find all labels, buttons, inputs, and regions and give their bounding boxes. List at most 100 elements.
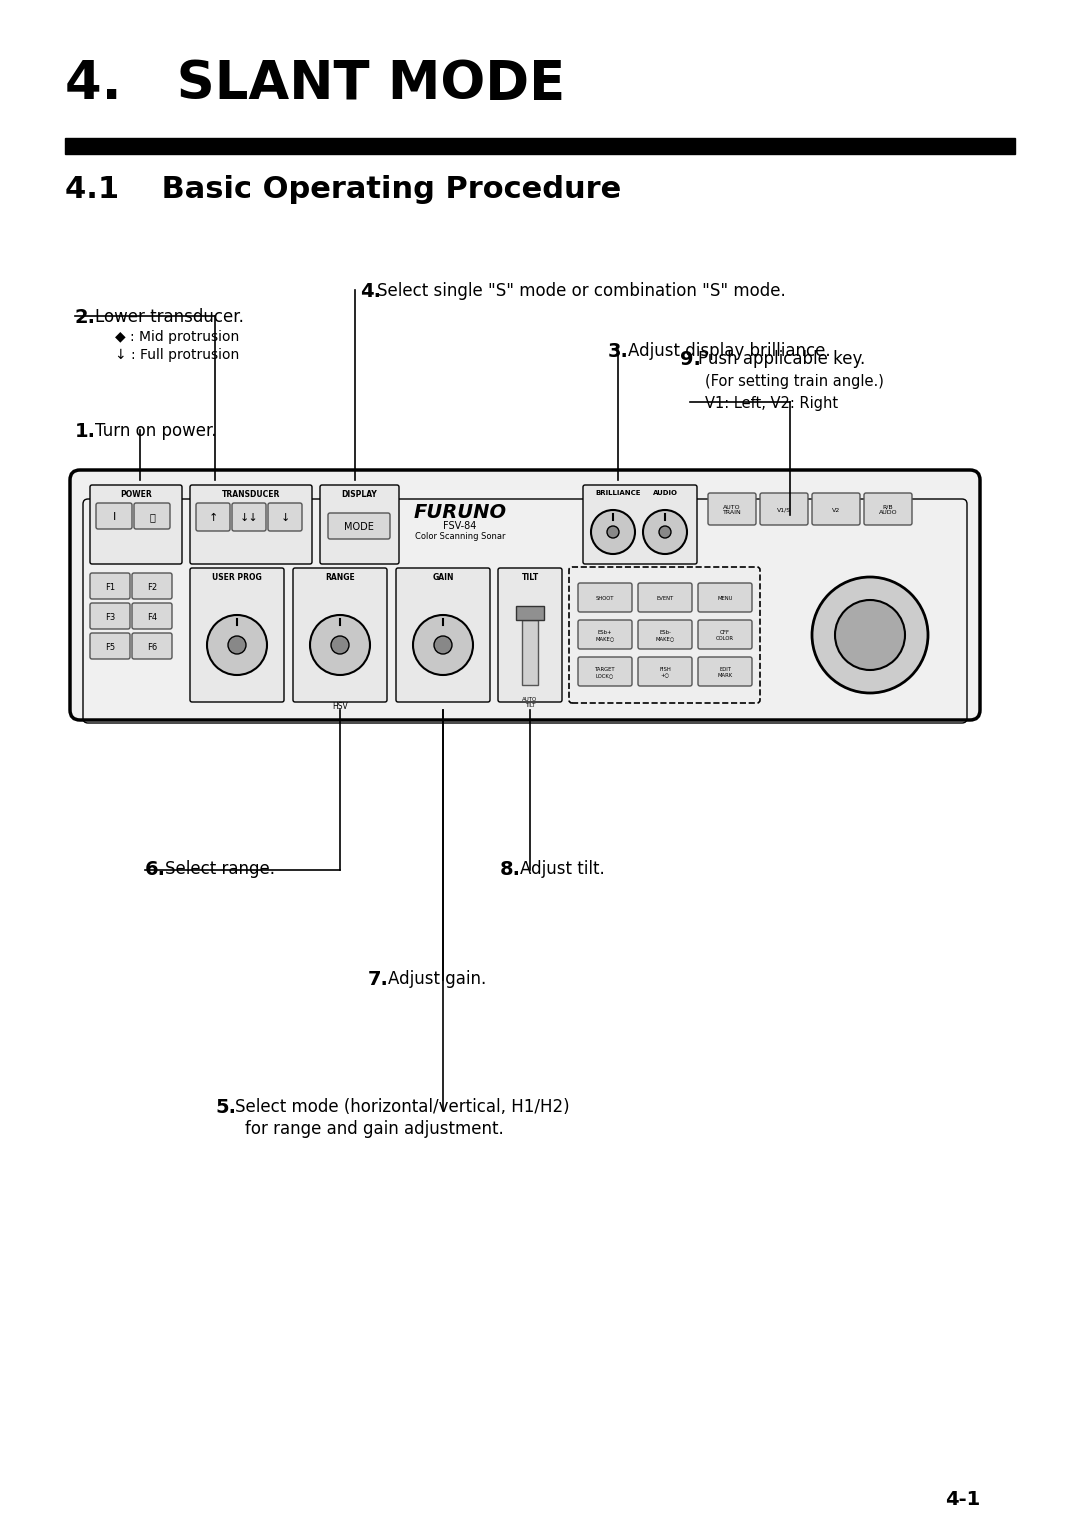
Text: ESb-
MAKE○: ESb- MAKE○ — [656, 631, 675, 641]
Text: DISPLAY: DISPLAY — [341, 490, 377, 499]
Circle shape — [310, 615, 370, 675]
FancyBboxPatch shape — [812, 493, 860, 525]
Text: GAIN: GAIN — [432, 573, 454, 582]
Text: 2.: 2. — [75, 308, 96, 327]
FancyBboxPatch shape — [698, 620, 752, 649]
FancyBboxPatch shape — [328, 513, 390, 539]
Text: (For setting train angle.): (For setting train angle.) — [705, 374, 883, 389]
Text: ⏻: ⏻ — [149, 512, 154, 522]
Text: MODE: MODE — [345, 522, 374, 531]
Circle shape — [330, 637, 349, 654]
Bar — [65, 137, 1015, 154]
Text: V1: Left, V2: Right: V1: Left, V2: Right — [705, 395, 838, 411]
Text: FURUNO: FURUNO — [414, 502, 507, 522]
Circle shape — [835, 600, 905, 670]
FancyBboxPatch shape — [396, 568, 490, 702]
Text: TARGET
LOCK○: TARGET LOCK○ — [595, 667, 616, 678]
FancyBboxPatch shape — [132, 573, 172, 599]
Text: F6: F6 — [147, 643, 157, 652]
FancyBboxPatch shape — [864, 493, 912, 525]
Text: 3.: 3. — [608, 342, 629, 360]
FancyBboxPatch shape — [698, 657, 752, 686]
Text: 5.: 5. — [215, 1098, 237, 1116]
Bar — [516, 606, 544, 620]
FancyBboxPatch shape — [760, 493, 808, 525]
Text: 8.: 8. — [500, 860, 521, 880]
Text: Adjust gain.: Adjust gain. — [388, 970, 486, 988]
Text: 9.: 9. — [680, 350, 701, 370]
Text: TRANSDUCER: TRANSDUCER — [221, 490, 280, 499]
Circle shape — [659, 525, 671, 538]
FancyBboxPatch shape — [583, 486, 697, 563]
Circle shape — [812, 577, 928, 693]
Text: Adjust tilt.: Adjust tilt. — [519, 860, 605, 878]
Text: 7.: 7. — [368, 970, 389, 989]
Text: BRILLIANCE: BRILLIANCE — [595, 490, 640, 496]
Text: EDIT
MARK: EDIT MARK — [717, 667, 732, 678]
Text: ↓ : Full protrusion: ↓ : Full protrusion — [114, 348, 240, 362]
FancyBboxPatch shape — [698, 583, 752, 612]
FancyBboxPatch shape — [498, 568, 562, 702]
FancyBboxPatch shape — [268, 502, 302, 531]
Text: Select single "S" mode or combination "S" mode.: Select single "S" mode or combination "S… — [377, 282, 786, 299]
Text: Select range.: Select range. — [165, 860, 275, 878]
FancyBboxPatch shape — [638, 657, 692, 686]
Text: HSV: HSV — [333, 702, 348, 712]
Text: Color Scanning Sonar: Color Scanning Sonar — [415, 531, 505, 541]
Circle shape — [228, 637, 246, 654]
FancyBboxPatch shape — [132, 603, 172, 629]
Text: 4.: 4. — [360, 282, 381, 301]
Text: MENU: MENU — [717, 596, 732, 602]
Text: 1.: 1. — [75, 421, 96, 441]
Text: ◆ : Mid protrusion: ◆ : Mid protrusion — [114, 330, 240, 344]
Text: ESb+
MAKE○: ESb+ MAKE○ — [595, 631, 615, 641]
Circle shape — [643, 510, 687, 554]
Text: 4.   SLANT MODE: 4. SLANT MODE — [65, 58, 565, 110]
Text: SHOOT: SHOOT — [596, 596, 615, 602]
Text: F4: F4 — [147, 612, 157, 621]
FancyBboxPatch shape — [569, 567, 760, 702]
FancyBboxPatch shape — [638, 583, 692, 612]
Text: F3: F3 — [105, 612, 116, 621]
Text: ↓↓: ↓↓ — [240, 513, 258, 524]
Circle shape — [207, 615, 267, 675]
Text: for range and gain adjustment.: for range and gain adjustment. — [245, 1119, 503, 1138]
FancyBboxPatch shape — [70, 470, 980, 721]
Text: Adjust display brilliance.: Adjust display brilliance. — [627, 342, 831, 360]
Text: F5: F5 — [105, 643, 116, 652]
FancyBboxPatch shape — [90, 573, 130, 599]
FancyBboxPatch shape — [90, 486, 183, 563]
FancyBboxPatch shape — [232, 502, 266, 531]
Text: F2: F2 — [147, 582, 157, 591]
Circle shape — [607, 525, 619, 538]
Circle shape — [434, 637, 453, 654]
Text: V2: V2 — [832, 507, 840, 513]
Text: POWER: POWER — [120, 490, 152, 499]
FancyBboxPatch shape — [320, 486, 399, 563]
Text: V1/S: V1/S — [777, 507, 791, 513]
FancyBboxPatch shape — [578, 657, 632, 686]
Text: I: I — [112, 512, 116, 522]
Text: OFF
COLOR: OFF COLOR — [716, 631, 734, 641]
FancyBboxPatch shape — [578, 583, 632, 612]
FancyBboxPatch shape — [190, 568, 284, 702]
Text: Push applicable key.: Push applicable key. — [698, 350, 865, 368]
Text: FISH
+○: FISH +○ — [659, 667, 671, 678]
FancyBboxPatch shape — [132, 634, 172, 660]
Text: ↓: ↓ — [281, 513, 289, 524]
Bar — [522, 620, 538, 686]
FancyBboxPatch shape — [90, 634, 130, 660]
Text: F1: F1 — [105, 582, 116, 591]
Circle shape — [413, 615, 473, 675]
Circle shape — [591, 510, 635, 554]
Text: ↑: ↑ — [208, 513, 218, 524]
Text: 4.1    Basic Operating Procedure: 4.1 Basic Operating Procedure — [65, 176, 621, 205]
Text: USER PROG: USER PROG — [212, 573, 261, 582]
Text: AUDIO: AUDIO — [653, 490, 678, 496]
FancyBboxPatch shape — [708, 493, 756, 525]
FancyBboxPatch shape — [96, 502, 132, 528]
Text: R/B
AUDO: R/B AUDO — [879, 504, 897, 516]
FancyBboxPatch shape — [195, 502, 230, 531]
FancyBboxPatch shape — [578, 620, 632, 649]
Text: 4-1: 4-1 — [945, 1490, 980, 1509]
